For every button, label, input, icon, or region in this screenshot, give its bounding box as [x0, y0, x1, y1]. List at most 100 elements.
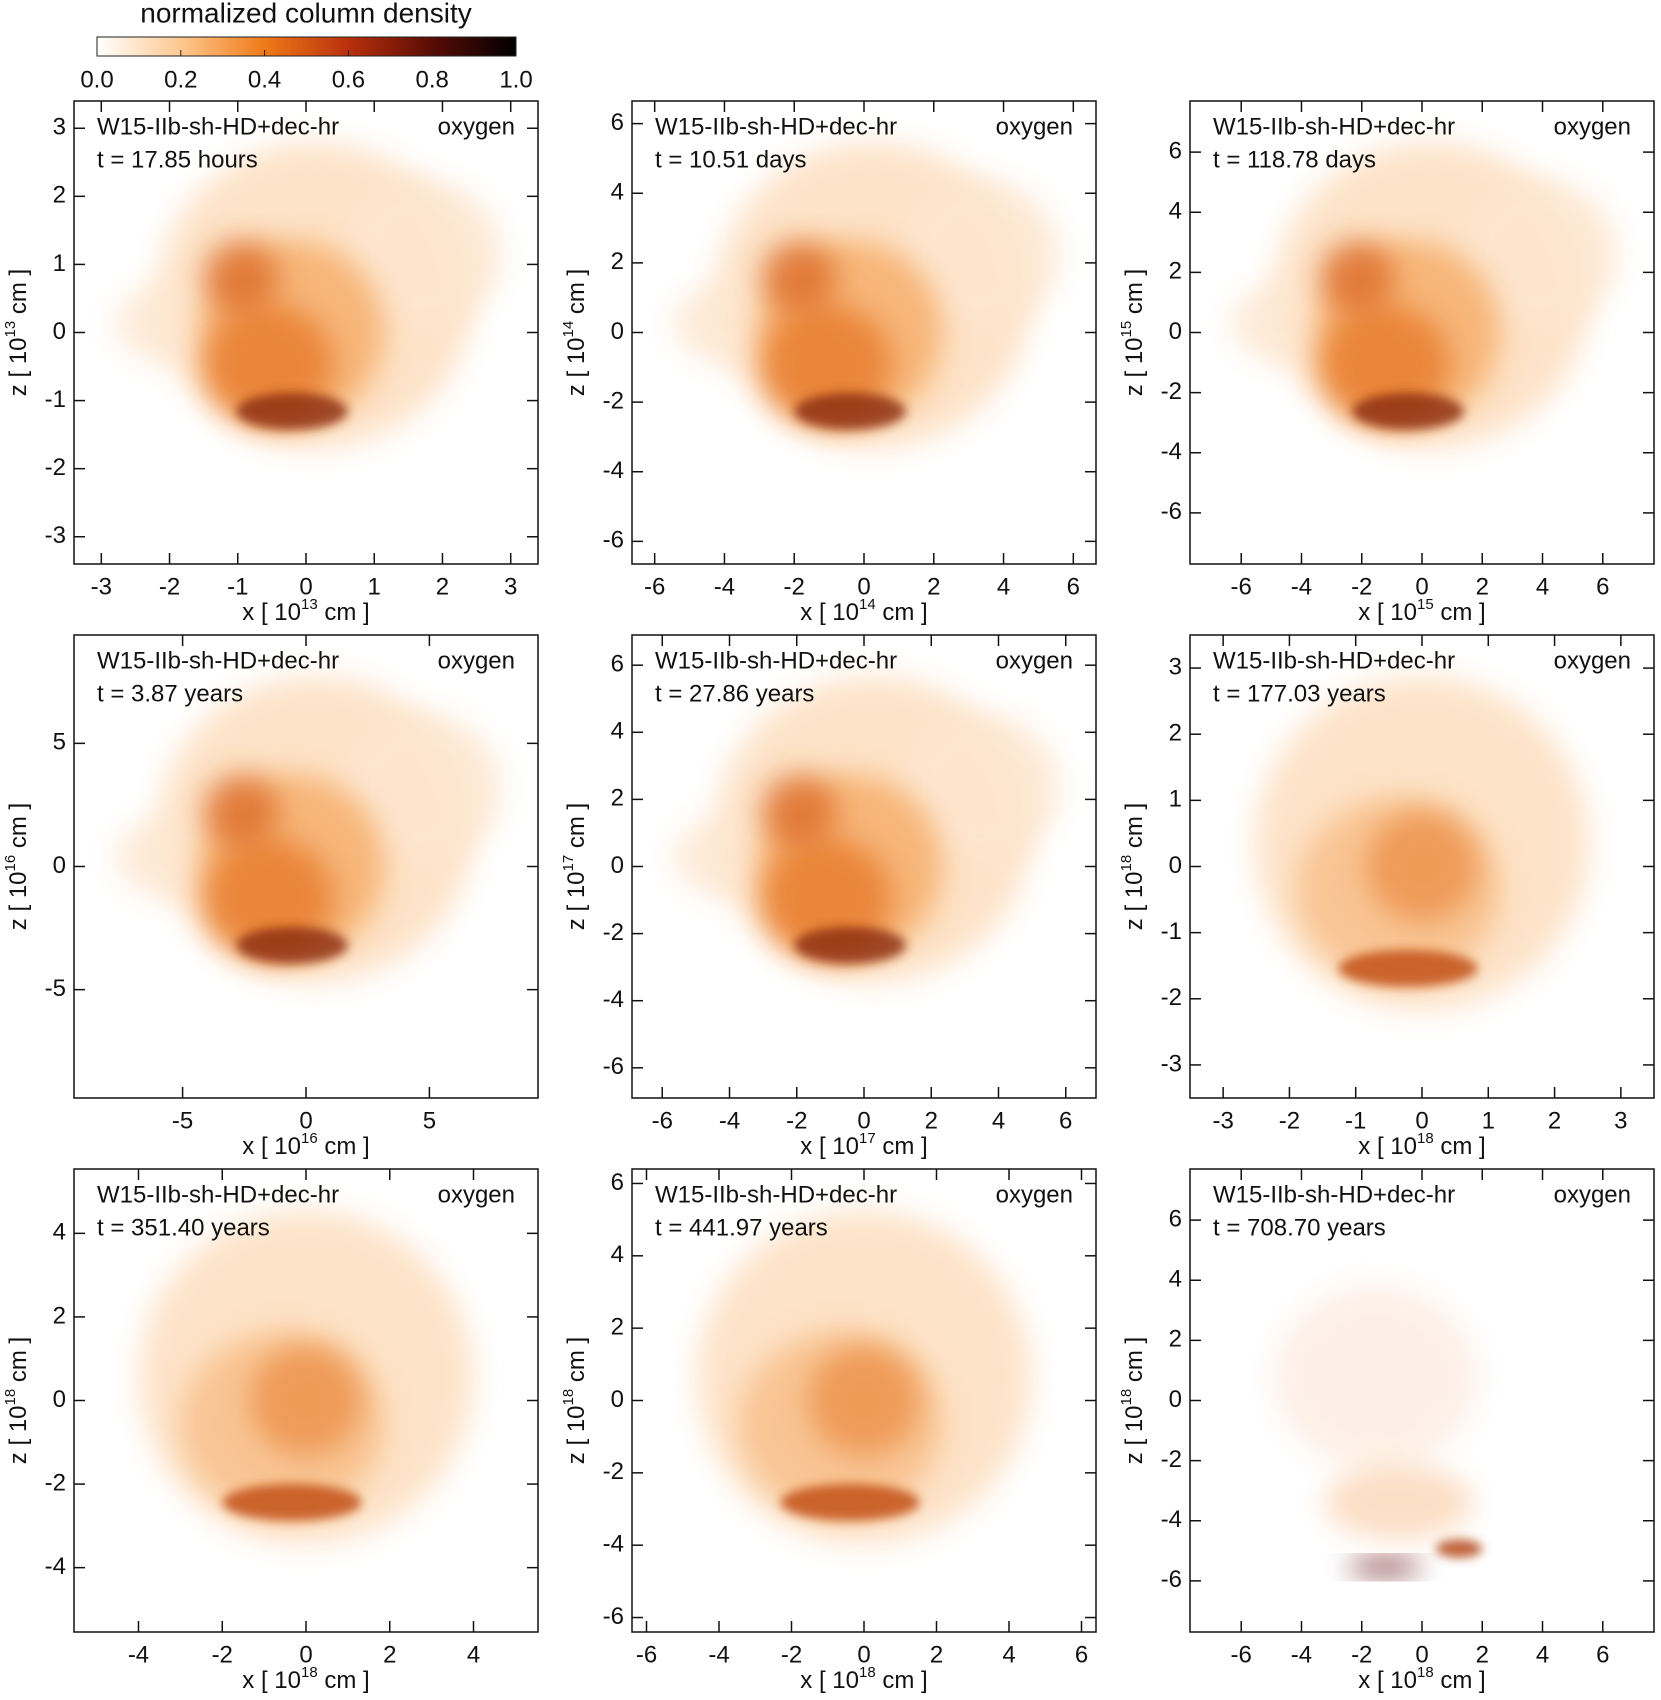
x-tick-label: -4 [1291, 1641, 1312, 1668]
x-tick-label: 0 [857, 573, 870, 600]
x-tick-label: 3 [1614, 1107, 1627, 1134]
x-tick-label: 2 [383, 1641, 396, 1668]
x-tick-label: 4 [1536, 1641, 1549, 1668]
y-tick-label: -3 [1161, 1050, 1182, 1077]
element-label: oxygen [438, 647, 515, 674]
y-tick-label: -2 [603, 1458, 624, 1485]
x-axis-label: x [ 1016 cm ] [242, 1130, 369, 1160]
model-label: W15-IIb-sh-HD+dec-hr [1213, 647, 1455, 674]
density-blob [1324, 1465, 1474, 1540]
x-axis-label-text: x [ 10 [1358, 1133, 1417, 1160]
x-tick-label: -6 [1231, 1641, 1252, 1668]
y-tick-label: -2 [1161, 984, 1182, 1011]
y-axis-label: z [ 1017 cm ] [560, 803, 590, 930]
x-tick-label: 4 [1536, 573, 1549, 600]
y-tick-label: 6 [611, 1169, 624, 1196]
density-blob [901, 179, 1059, 328]
image [138, 1210, 474, 1545]
element-label: oxygen [996, 113, 1073, 140]
density-blob [1366, 810, 1478, 923]
y-axis-label-exponent: 16 [2, 855, 19, 872]
x-axis-label-text: x [ 10 [1358, 1667, 1417, 1694]
y-tick-label: 4 [611, 179, 624, 206]
y-tick-label: -1 [45, 386, 66, 413]
x-tick-label: 1 [368, 573, 381, 600]
x-axis-label-text: x [ 10 [800, 599, 859, 626]
x-tick-label: 4 [997, 573, 1010, 600]
y-axis-label: z [ 1018 cm ] [2, 1337, 32, 1464]
y-tick-label: -2 [1161, 1446, 1182, 1473]
y-tick-label: 4 [611, 718, 624, 745]
x-tick-label: 0 [857, 1107, 870, 1134]
y-tick-label: 0 [611, 318, 624, 345]
y-axis-label: z [ 1018 cm ] [1118, 803, 1148, 930]
y-axis-label-exponent: 15 [1118, 321, 1135, 338]
x-tick-label: -2 [1351, 1641, 1372, 1668]
y-axis-label-text: cm ] [1121, 269, 1148, 321]
y-tick-label: 2 [611, 248, 624, 275]
y-axis-label-exponent: 18 [1118, 1389, 1135, 1406]
y-axis-label-text: cm ] [1121, 803, 1148, 855]
density-blob [203, 239, 279, 314]
y-tick-label: -4 [603, 986, 624, 1013]
y-axis-label-text: cm ] [1121, 1337, 1148, 1389]
y-axis-label-exponent: 17 [560, 855, 577, 872]
y-tick-label: -4 [603, 457, 624, 484]
y-axis-label-exponent: 13 [2, 321, 19, 338]
density-blob [794, 392, 906, 430]
x-axis-label-text: cm ] [1434, 599, 1486, 626]
x-axis-label-text: cm ] [876, 1133, 928, 1160]
density-blob [1319, 239, 1395, 314]
y-tick-label: 0 [53, 1386, 66, 1413]
time-label: t = 3.87 years [97, 680, 243, 707]
time-label: t = 17.85 hours [97, 146, 258, 173]
time-label: t = 10.51 days [655, 146, 806, 173]
model-label: W15-IIb-sh-HD+dec-hr [97, 1181, 339, 1208]
time-label: t = 177.03 years [1213, 680, 1386, 707]
colorbar-title: normalized column density [140, 0, 472, 28]
density-blob [1338, 949, 1478, 987]
x-tick-label: -2 [212, 1641, 233, 1668]
y-tick-label: -2 [45, 1469, 66, 1496]
y-tick-label: 2 [1169, 258, 1182, 285]
image [115, 676, 501, 983]
image [696, 1210, 1032, 1545]
y-tick-label: 0 [611, 852, 624, 879]
x-tick-label: 6 [1067, 573, 1080, 600]
x-tick-label: 2 [1548, 1107, 1561, 1134]
y-tick-label: -2 [603, 387, 624, 414]
model-label: W15-IIb-sh-HD+dec-hr [1213, 113, 1455, 140]
x-axis-label-exponent: 18 [1417, 1664, 1434, 1681]
density-blob [343, 713, 501, 862]
x-axis-label-text: cm ] [318, 1667, 370, 1694]
y-tick-label: 5 [53, 729, 66, 756]
density-blob [761, 239, 837, 314]
y-axis-label: z [ 1014 cm ] [560, 269, 590, 396]
x-tick-label: -5 [172, 1107, 193, 1134]
density-blob [1459, 179, 1617, 328]
y-tick-label: 6 [1169, 137, 1182, 164]
density-blob [780, 1483, 920, 1521]
x-tick-label: -3 [91, 573, 112, 600]
x-axis-label-text: x [ 10 [242, 599, 301, 626]
y-tick-label: -6 [603, 527, 624, 554]
x-tick-label: 6 [1596, 1641, 1609, 1668]
x-tick-label: -2 [786, 1107, 807, 1134]
colorbar-tick-label: 1.0 [499, 66, 532, 93]
density-blob [1435, 1539, 1483, 1558]
y-tick-label: 0 [53, 852, 66, 879]
x-tick-label: 6 [1596, 573, 1609, 600]
y-tick-label: -6 [603, 1603, 624, 1630]
x-axis-label-exponent: 18 [1417, 1130, 1434, 1147]
colorbar-tick-label: 0.8 [416, 66, 449, 93]
x-tick-label: 0 [857, 1641, 870, 1668]
x-axis-label-text: cm ] [876, 1667, 928, 1694]
x-axis-label-exponent: 15 [1417, 596, 1434, 613]
density-blob [236, 926, 348, 964]
x-axis-label-exponent: 13 [301, 596, 318, 613]
y-axis-label: z [ 1013 cm ] [2, 269, 32, 396]
y-tick-label: -2 [1161, 378, 1182, 405]
x-tick-label: 4 [1002, 1641, 1015, 1668]
y-tick-label: 4 [611, 1241, 624, 1268]
